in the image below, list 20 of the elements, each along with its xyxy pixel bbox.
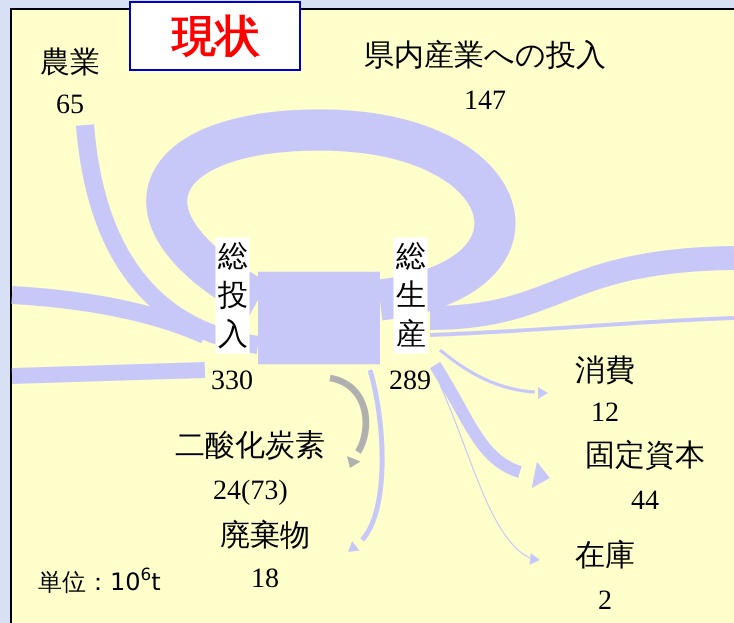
category-label: 総投入 <box>217 239 248 352</box>
category-label: 消費 <box>575 353 635 388</box>
data-label: 2 <box>598 585 612 616</box>
text: 単位：10$^{6}$t <box>38 564 161 596</box>
category-label: 固定資本 <box>585 438 705 473</box>
data-label: 12 <box>591 397 619 428</box>
data-label: 65 <box>56 89 84 120</box>
category-label: 在庫 <box>575 538 635 573</box>
data-label: 44 <box>631 485 659 516</box>
data-label: 24(73) <box>213 475 288 506</box>
category-label: 廃棄物 <box>220 518 310 553</box>
category-label: 農業 <box>40 45 100 80</box>
data-label: 18 <box>251 563 279 594</box>
data-label: 147 <box>464 85 506 116</box>
category-label: 総生産 <box>395 239 426 352</box>
data-label: 289 <box>389 365 431 396</box>
text: 現状 <box>170 11 261 62</box>
data-label: 330 <box>211 365 253 396</box>
category-label: 二酸化炭素 <box>175 428 325 463</box>
category-label: 県内産業への投入 <box>364 38 606 73</box>
